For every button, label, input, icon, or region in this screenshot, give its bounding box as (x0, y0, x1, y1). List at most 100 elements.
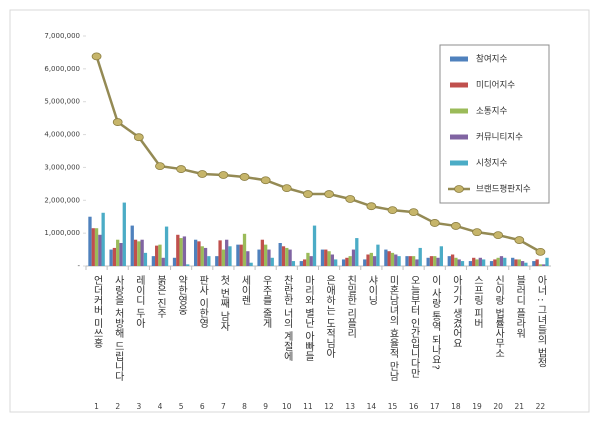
bar (306, 252, 310, 266)
bar (478, 257, 482, 266)
bar (88, 216, 92, 266)
bar (143, 252, 148, 266)
x-tick-label: 마리와 별난 아빠들 (302, 275, 314, 362)
legend-label: 미디어지수 (476, 80, 515, 91)
bar (161, 257, 165, 266)
bar (514, 259, 518, 266)
bar (372, 256, 377, 266)
bar (119, 243, 123, 266)
x-tick-label: 약한영웅 (176, 275, 188, 315)
bar (239, 244, 243, 266)
bar (218, 240, 222, 266)
marker (450, 222, 461, 230)
marker (324, 190, 334, 198)
bar (101, 212, 105, 266)
bar (450, 254, 455, 266)
rank-label: 15 (388, 402, 398, 411)
bar (538, 264, 543, 266)
bar (532, 261, 536, 266)
legend-swatch (450, 108, 468, 114)
y-tick-label: 5,000,000 (44, 98, 80, 106)
y-tick-label: 4,000,000 (44, 131, 80, 139)
bar (133, 239, 138, 266)
marker (239, 173, 250, 181)
legend-label: 참여지수 (476, 54, 507, 65)
x-tick-label: 이 사랑 통역 되나요? (429, 275, 441, 370)
bar (376, 244, 380, 266)
bar (285, 247, 289, 266)
marker (535, 247, 546, 256)
bar (249, 262, 253, 266)
legend-label: 브랜드평판지수 (476, 184, 531, 195)
bar (457, 259, 461, 266)
bar (363, 259, 367, 266)
marker (155, 162, 165, 171)
legend-label: 소통지수 (476, 107, 507, 117)
bar (327, 251, 331, 266)
rank-label: 17 (430, 402, 440, 411)
bar (433, 256, 437, 266)
rank-label: 22 (536, 402, 546, 411)
bar (130, 225, 134, 266)
y-tick-label: 3,000,000 (44, 163, 80, 171)
marker (345, 195, 356, 203)
x-tick-label: 스프링 피버 (472, 275, 484, 329)
bar (520, 261, 525, 266)
rank-label: 16 (409, 402, 419, 411)
rank-label: 11 (303, 402, 313, 411)
bar (397, 256, 401, 266)
rank-label: 5 (179, 402, 184, 411)
bar (94, 228, 99, 266)
legend-swatch (450, 82, 468, 88)
bar (545, 257, 549, 266)
marker (281, 184, 292, 193)
marker (366, 202, 377, 211)
bar (236, 244, 240, 266)
bar (496, 257, 500, 266)
bar (151, 256, 156, 266)
marker (176, 165, 187, 173)
bar (197, 241, 201, 266)
rank-label: 21 (515, 402, 525, 411)
x-tick-label: 붉은 진주 (154, 275, 166, 319)
bar (281, 246, 286, 266)
x-tick-label: 사랑을 처방해 드립니다 (112, 275, 124, 382)
y-tick-label: - (77, 262, 80, 270)
x-tick-label: 우주를 줄게 (260, 275, 272, 329)
x-tick-label: 미혼남녀의 효율적 만남 (387, 275, 399, 382)
bar (270, 257, 274, 266)
x-tick-label: 첫 번째 남자 (218, 275, 230, 332)
bar (517, 259, 521, 266)
bar (366, 254, 370, 266)
bar (418, 247, 422, 266)
y-tick-label: 2,000,000 (44, 196, 80, 204)
bar (408, 256, 412, 266)
legend-label: 시청지수 (476, 159, 507, 169)
bar (260, 239, 265, 266)
bar (429, 256, 434, 266)
bar (481, 259, 486, 266)
x-tick-label: 언더커버 미쓰홍 (91, 275, 103, 348)
bar (369, 252, 373, 266)
rank-label: 12 (324, 402, 334, 411)
rank-label: 9 (263, 402, 268, 411)
marker (260, 176, 271, 185)
x-tick-label: 세이렌 (239, 275, 251, 305)
bar (426, 257, 430, 266)
bar (267, 249, 271, 266)
bar (200, 246, 204, 266)
bar (489, 261, 494, 266)
rank-label: 8 (242, 402, 247, 411)
bar (351, 249, 356, 266)
bar (309, 256, 313, 266)
bar (228, 246, 232, 266)
x-tick-label: 레이디 두아 (133, 275, 145, 329)
bar (415, 259, 419, 266)
bar (299, 261, 303, 266)
marker (408, 208, 419, 217)
x-tick-label: 오늘부터 인간입니다만 (408, 275, 420, 378)
bar (511, 257, 515, 266)
marker (387, 206, 398, 215)
bar (116, 239, 120, 266)
bar (203, 247, 208, 266)
